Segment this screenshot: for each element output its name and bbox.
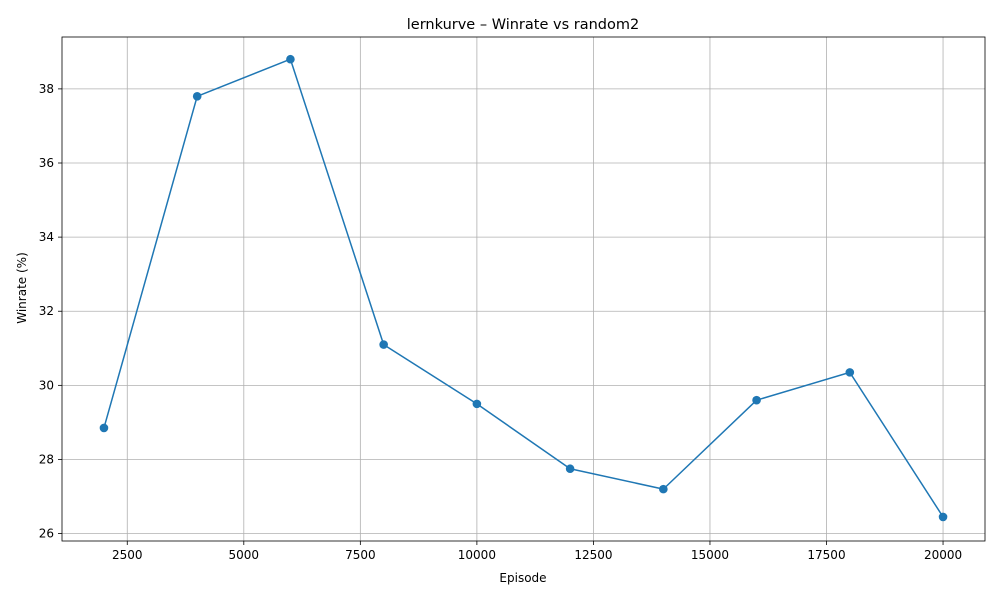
y-tick-label: 38 <box>39 82 54 96</box>
x-tick-label: 17500 <box>807 548 845 562</box>
x-tick-label: 2500 <box>112 548 143 562</box>
data-point <box>286 54 295 64</box>
chart-title: lernkurve – Winrate vs random2 <box>407 17 639 33</box>
x-tick-label: 5000 <box>229 548 260 562</box>
x-tick-label: 20000 <box>924 548 962 562</box>
y-tick-label: 36 <box>39 156 54 170</box>
x-tick-label: 12500 <box>574 548 612 562</box>
plot-frame <box>61 36 986 542</box>
y-axis-label: Winrate (%) <box>15 252 29 324</box>
data-point <box>752 395 761 405</box>
data-point <box>379 340 388 349</box>
y-axis: 26 28 30 32 34 36 38 <box>39 82 62 541</box>
y-tick-label: 30 <box>39 378 54 392</box>
data-point <box>659 484 668 494</box>
y-tick-label: 34 <box>39 230 54 244</box>
data-point <box>99 423 109 433</box>
series-line-0 <box>103 58 944 518</box>
y-tick-label: 32 <box>39 304 54 318</box>
grid <box>62 37 985 541</box>
x-axis: 2500 5000 7500 10000 12500 15000 17500 20000 <box>112 541 962 562</box>
series-layer <box>99 54 948 522</box>
x-tick-label: 10000 <box>458 548 496 562</box>
y-tick-label: 26 <box>39 527 54 541</box>
y-tick-label: 28 <box>39 452 54 466</box>
data-point <box>845 368 855 377</box>
x-axis-label: Episode <box>499 571 546 585</box>
data-point <box>565 464 575 474</box>
data-point <box>938 512 948 522</box>
data-point <box>472 399 482 409</box>
data-point <box>192 91 202 101</box>
x-tick-label: 7500 <box>345 548 376 562</box>
x-tick-label: 15000 <box>691 548 729 562</box>
